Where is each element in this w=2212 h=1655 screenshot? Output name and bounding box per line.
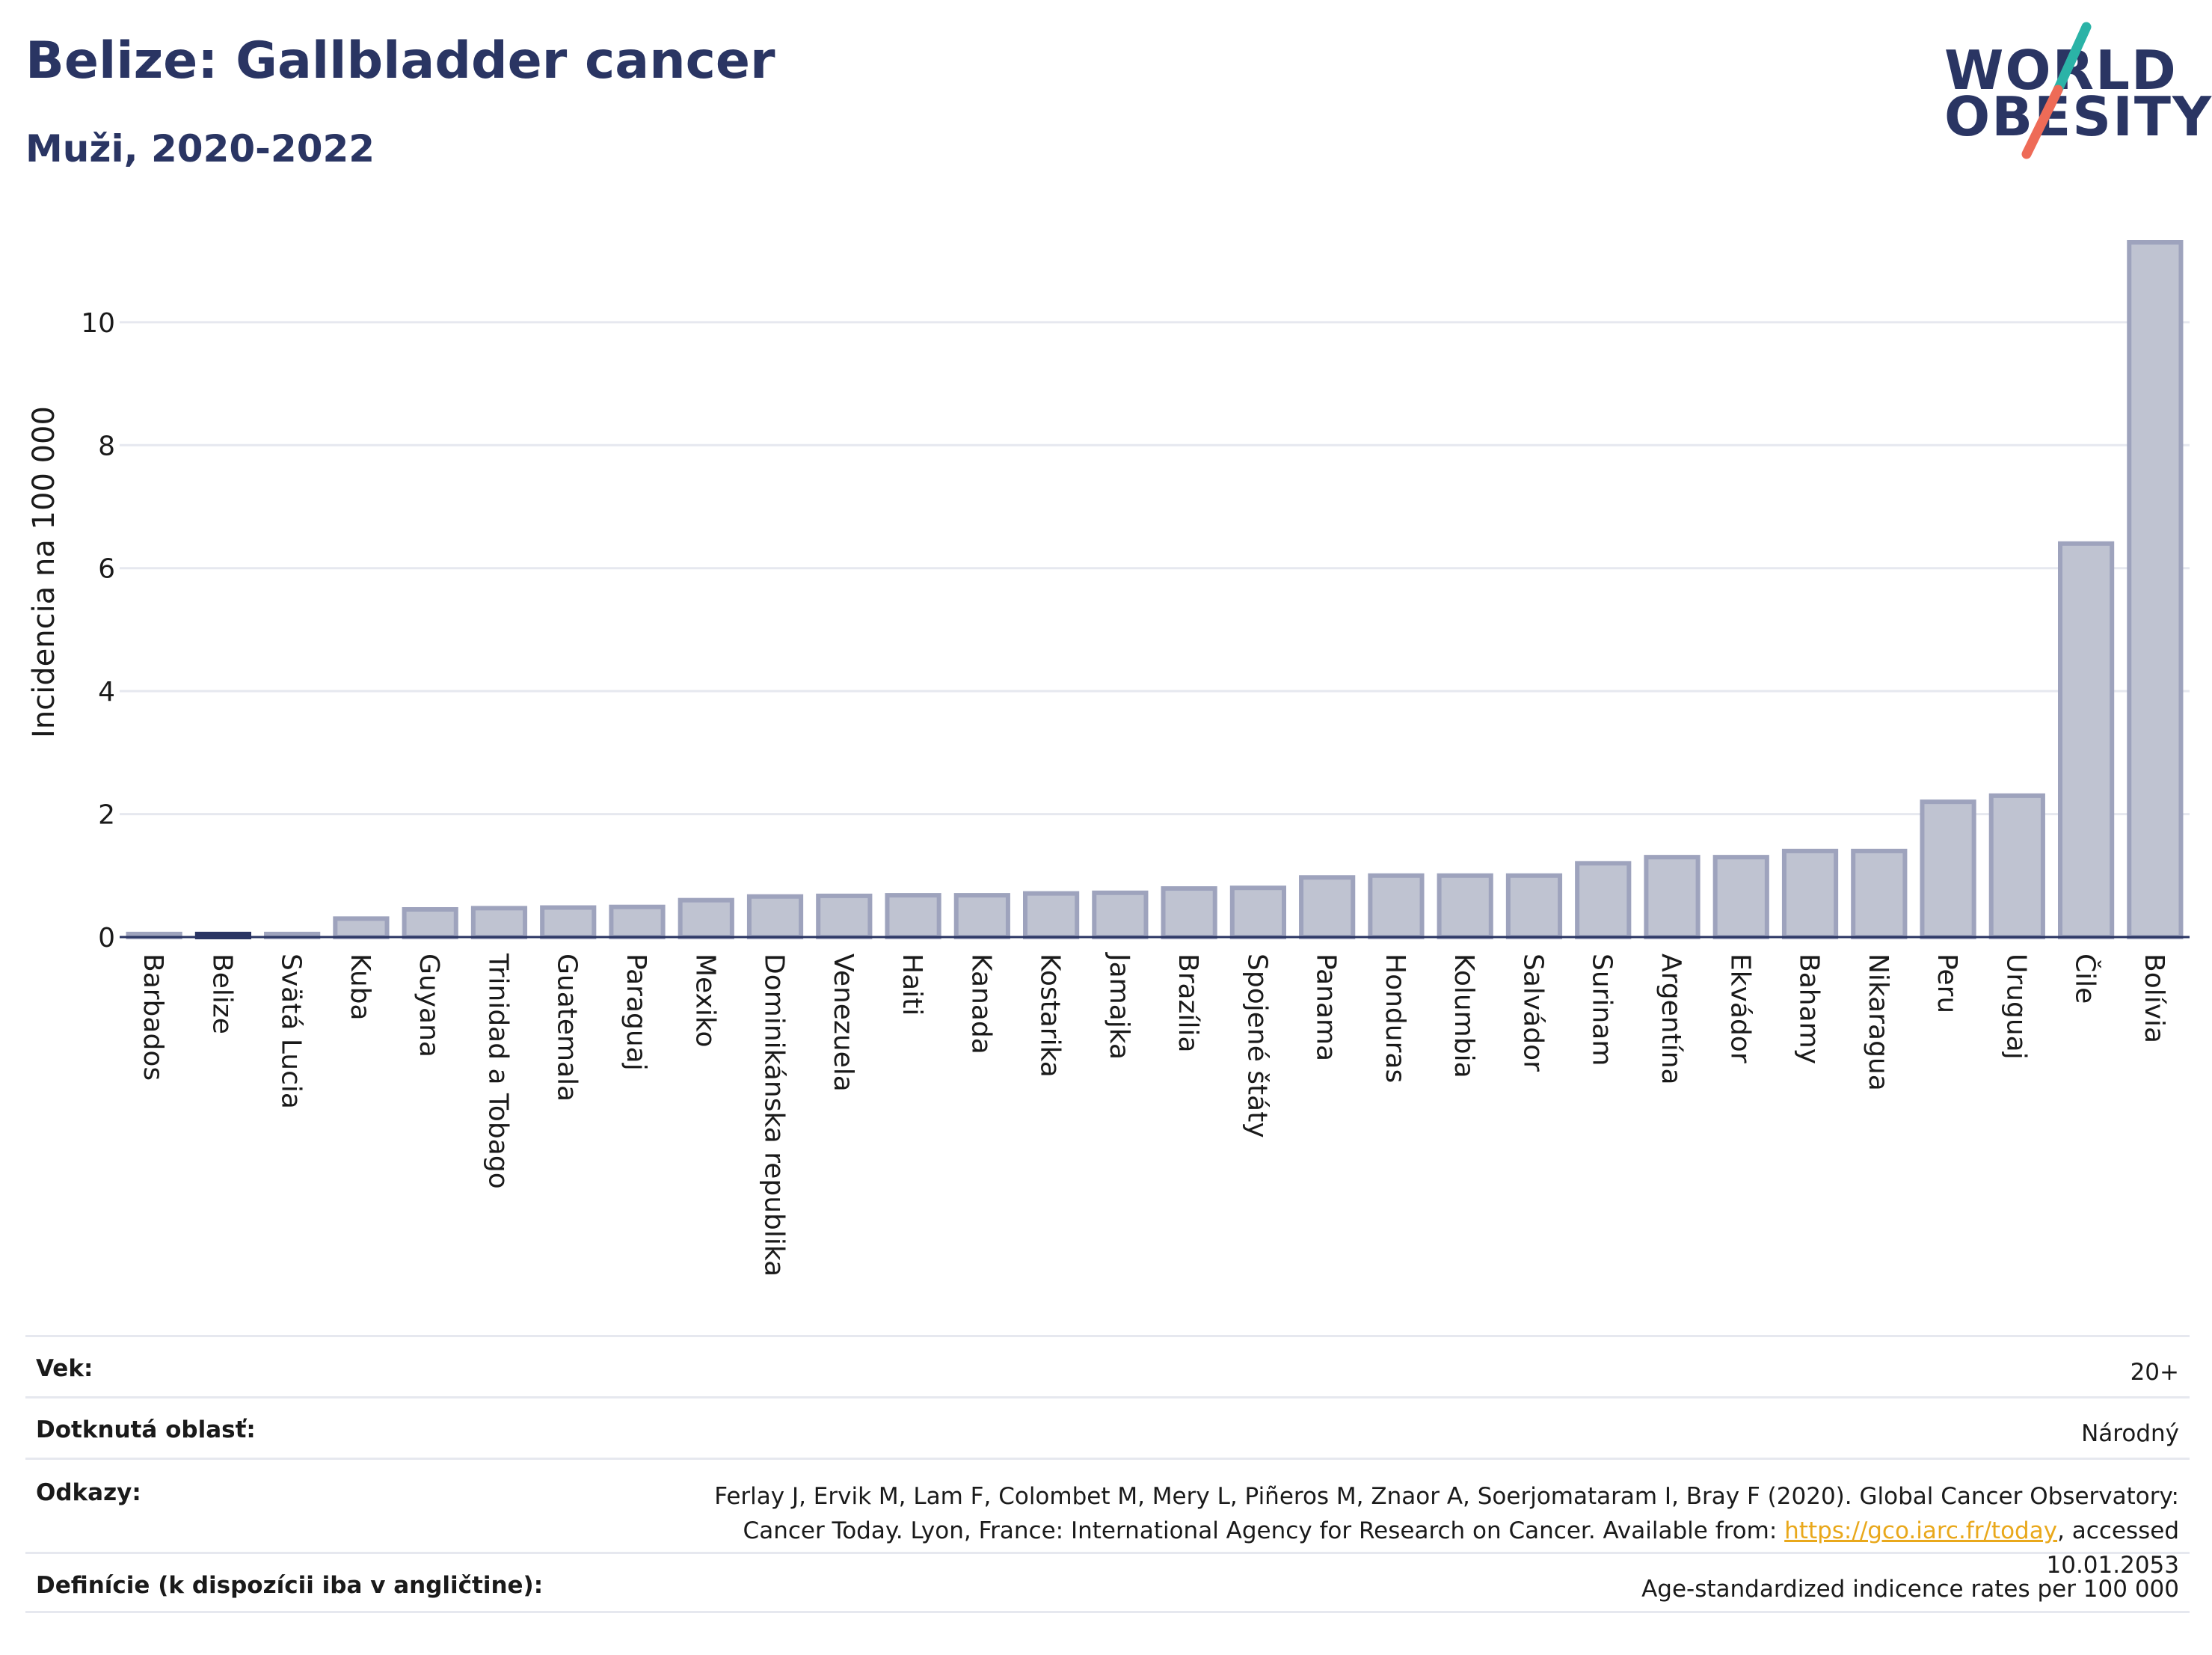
y-tick-label: 6 xyxy=(98,554,115,585)
x-tick-label: Barbados xyxy=(138,954,168,1081)
bar-haiti xyxy=(885,893,941,940)
x-tick-label: Bolívia xyxy=(2139,954,2169,1043)
x-tick-label: Kuba xyxy=(345,954,375,1021)
y-tick-label: 4 xyxy=(98,677,115,707)
bar-guyana xyxy=(402,907,458,939)
x-tick-label: Belize xyxy=(206,954,237,1034)
logo-slash-icon xyxy=(2021,22,2092,159)
y-tick-label: 8 xyxy=(98,431,115,461)
bar-kuba xyxy=(333,916,390,940)
bar-guatemala xyxy=(540,905,597,939)
age-value: 20+ xyxy=(2130,1359,2179,1386)
y-axis-ticks: 0 2 4 6 8 10 xyxy=(81,308,115,954)
area-label: Dotknutá oblasť: xyxy=(36,1416,256,1443)
x-tick-label: Paraguaj xyxy=(621,954,651,1071)
references-text: Ferlay J, Ervik M, Lam F, Colombet M, Me… xyxy=(714,1483,2179,1544)
definitions-value: Age-standardized indicence rates per 100… xyxy=(1641,1576,2179,1603)
references-label: Odkazy: xyxy=(36,1479,141,1506)
bar-paraguaj xyxy=(609,904,666,940)
x-tick-label: Peru xyxy=(1932,954,1962,1013)
bar--ile xyxy=(2058,541,2115,939)
bar-honduras xyxy=(1368,873,1425,939)
references-accessed: , accessed 10.01.2053 xyxy=(2046,1517,2180,1579)
x-tick-label: Kanada xyxy=(965,954,996,1054)
bar-argent-na xyxy=(1644,855,1701,940)
meta-row-age: Vek: 20+ xyxy=(25,1335,2190,1396)
x-tick-label: Kolumbia xyxy=(1448,954,1479,1078)
x-tick-label: Dominikánska republika xyxy=(759,954,790,1277)
bar-bol-via xyxy=(2127,240,2184,939)
bar-salv-dor xyxy=(1505,873,1563,939)
x-tick-label: Honduras xyxy=(1380,954,1410,1083)
metadata-table: Vek: 20+ Dotknutá oblasť: Národný Odkazy… xyxy=(25,1335,2190,1613)
x-tick-label: Bahamy xyxy=(1794,954,1825,1064)
y-tick-label: 0 xyxy=(98,923,115,954)
bar-venezuela xyxy=(816,893,873,940)
meta-row-definitions: Definície (k dispozícii iba v angličtine… xyxy=(25,1552,2190,1613)
x-tick-label: Trinidad a Tobago xyxy=(482,953,513,1189)
y-tick-label: 2 xyxy=(98,800,115,831)
bar-chart: 0 2 4 6 8 10 Incidencia na 100 000 Barbados Be… xyxy=(27,240,2190,1277)
bar-dominik-nska-republika xyxy=(746,894,804,939)
bars xyxy=(126,240,2184,940)
x-tick-label: Guatemala xyxy=(552,954,583,1102)
bar-braz-lia xyxy=(1161,886,1217,939)
x-tick-label: Mexiko xyxy=(689,954,720,1047)
x-tick-label: Nikaragua xyxy=(1863,954,1893,1091)
bar-panama xyxy=(1299,875,1356,939)
x-tick-label: Salvádor xyxy=(1517,954,1548,1072)
meta-row-references: Odkazy: Ferlay J, Ervik M, Lam F, Colomb… xyxy=(25,1458,2190,1579)
chart-subtitle: Muži, 2020-2022 xyxy=(25,127,375,171)
y-axis-label: Incidencia na 100 000 xyxy=(27,406,61,738)
bar-nikaragua xyxy=(1851,848,1908,939)
chart-title: Belize: Gallbladder cancer xyxy=(25,31,775,90)
age-label: Vek: xyxy=(36,1355,93,1382)
x-tick-label: Čile xyxy=(2070,954,2101,1004)
grid-lines xyxy=(120,321,2190,816)
x-tick-label: Surinam xyxy=(1587,954,1617,1066)
bar-surinam xyxy=(1575,861,1632,940)
meta-row-area: Dotknutá oblasť: Národný xyxy=(25,1396,2190,1458)
x-tick-label: Spojené štáty xyxy=(1241,954,1272,1138)
x-tick-label: Ekvádor xyxy=(1724,954,1755,1063)
bar-kostarika xyxy=(1023,891,1080,940)
logo-word-2: OBESITY xyxy=(1944,85,2212,148)
bar-mexiko xyxy=(678,897,734,939)
bar-ekv-dor xyxy=(1712,855,1769,940)
y-tick-label: 10 xyxy=(81,308,115,339)
world-obesity-logo: WORLD OBESITY xyxy=(1944,21,2211,171)
area-value: Národný xyxy=(2081,1420,2179,1447)
bar-bahamy xyxy=(1781,848,1839,939)
x-tick-label: Panama xyxy=(1311,954,1342,1061)
x-tick-label: Argentína xyxy=(1656,954,1686,1085)
bar-peru xyxy=(1920,799,1976,940)
x-tick-label: Venezuela xyxy=(828,954,858,1092)
bar-kanada xyxy=(953,893,1010,940)
bar-spojen-t-ty xyxy=(1229,885,1287,940)
x-tick-label: Jamajka xyxy=(1104,952,1134,1060)
bar-uruguaj xyxy=(1988,793,2045,939)
x-tick-label: Haiti xyxy=(897,954,927,1016)
x-tick-label: Brazília xyxy=(1173,954,1203,1053)
definitions-label: Definície (k dispozícii iba v angličtine… xyxy=(36,1572,544,1599)
x-tick-label: Svätá Lucia xyxy=(276,954,307,1109)
x-tick-label: Uruguaj xyxy=(2000,954,2031,1060)
x-tick-label: Kostarika xyxy=(1035,954,1066,1078)
bar-kolumbia xyxy=(1437,873,1493,939)
bar-trinidad-a-tobago xyxy=(470,906,528,939)
x-axis-ticks: Barbados Belize Svätá Lucia Kuba Guyana Trini… xyxy=(138,952,2169,1277)
bar-jamajka xyxy=(1092,890,1149,939)
gco-link[interactable]: https://gco.iarc.fr/today xyxy=(1784,1517,2058,1544)
x-tick-label: Guyana xyxy=(414,954,444,1057)
references-value: Ferlay J, Ervik M, Lam F, Colombet M, Me… xyxy=(683,1479,2179,1582)
